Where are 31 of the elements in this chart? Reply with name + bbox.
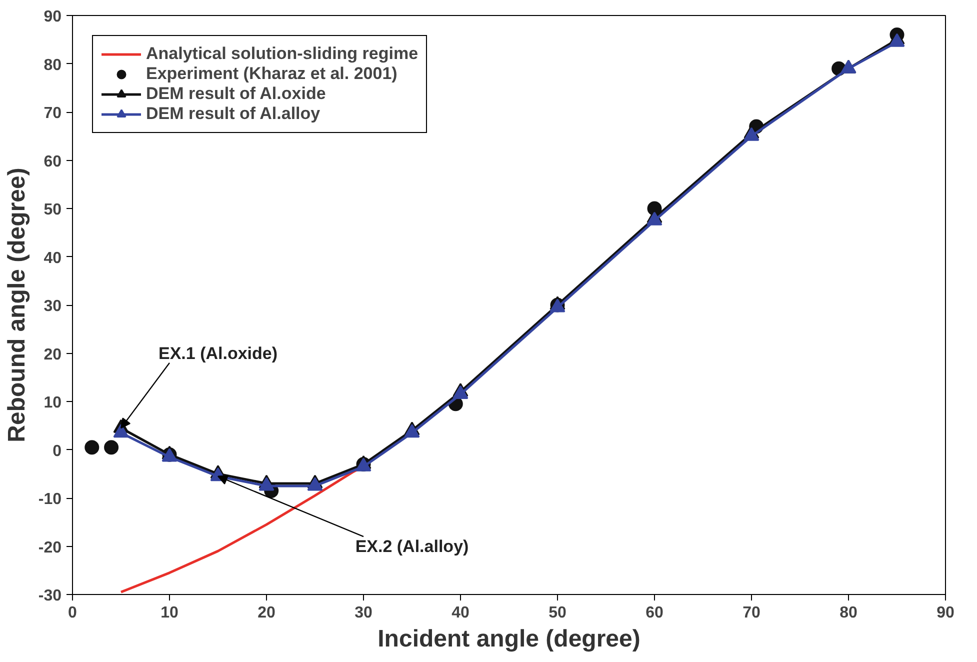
y-tick-label: -20 [38, 539, 62, 556]
x-tick-label: 20 [258, 604, 276, 622]
y-tick-label: 20 [44, 346, 62, 364]
x-tick-label: 50 [548, 604, 566, 622]
y-tick-label: 80 [44, 56, 62, 74]
y-tick-label: 70 [44, 105, 62, 122]
x-tick-label: 40 [452, 604, 470, 622]
y-tick-label: 0 [52, 442, 62, 460]
x-axis-title: Incident angle (degree) [378, 626, 640, 652]
legend-label: DEM result of Al.oxide [146, 84, 326, 104]
y-tick-label: 30 [44, 298, 62, 315]
y-tick-label: -10 [38, 491, 62, 508]
x-tick-label: 10 [160, 604, 178, 622]
x-tick-label: 80 [840, 604, 858, 622]
legend-label: Analytical solution-sliding regime [146, 44, 418, 64]
x-tick-label: 70 [742, 604, 760, 622]
y-axis-title: Rebound angle (degree) [3, 168, 30, 442]
y-tick-label: 90 [44, 8, 62, 26]
y-tick-label: 50 [44, 202, 62, 218]
y-tick-label: 40 [44, 250, 62, 267]
x-tick-label: 30 [354, 604, 372, 622]
annotation: EX.2 (Al.alloy) [355, 536, 469, 556]
x-tick-label: 0 [68, 604, 78, 622]
x-tick-label: 60 [646, 604, 664, 622]
annotation: EX.1 (Al.oxide) [158, 344, 278, 363]
x-tick-label: 90 [936, 604, 954, 622]
y-tick-label: 10 [44, 394, 62, 412]
legend-label: Experiment (Kharaz et al. 2001) [146, 64, 398, 84]
y-tick-label: 60 [44, 153, 62, 170]
y-tick-label: -30 [38, 588, 62, 604]
legend-label: DEM result of Al.alloy [146, 104, 320, 124]
